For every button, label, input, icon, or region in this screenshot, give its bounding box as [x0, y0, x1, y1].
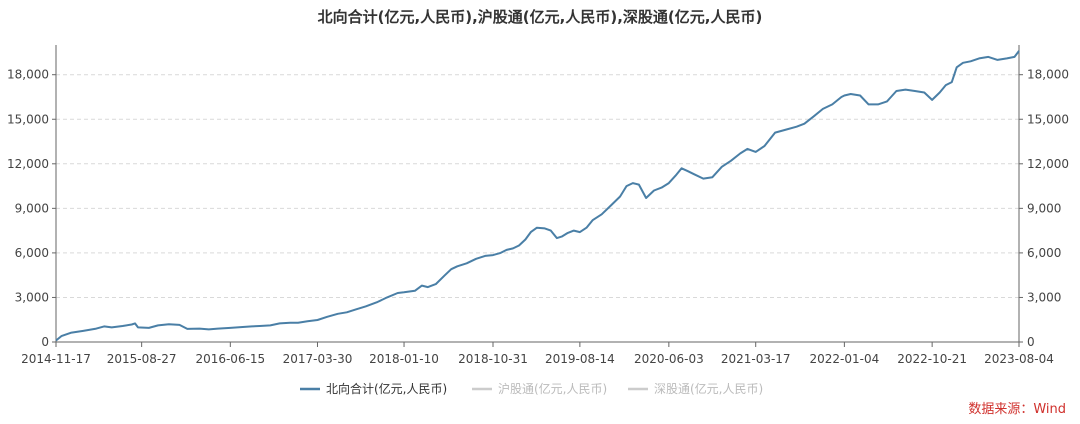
y-tick-label-right: 9,000 — [1027, 201, 1061, 215]
y-tick-label-right: 6,000 — [1027, 246, 1061, 260]
y-tick-label-left: 9,000 — [15, 201, 49, 215]
y-tick-label-right: 3,000 — [1027, 290, 1061, 304]
x-tick-label: 2018-10-31 — [458, 352, 528, 366]
legend-label: 沪股通(亿元,人民币) — [498, 381, 607, 396]
x-tick-label: 2022-01-04 — [810, 352, 880, 366]
x-tick-label: 2017-03-30 — [283, 352, 353, 366]
x-tick-label: 2019-08-14 — [545, 352, 615, 366]
y-tick-label-left: 12,000 — [7, 157, 49, 171]
y-tick-label-right: 18,000 — [1027, 68, 1069, 82]
y-tick-label-right: 12,000 — [1027, 157, 1069, 171]
legend-label: 北向合计(亿元,人民币) — [326, 381, 447, 396]
axes — [55, 45, 1020, 343]
y-axis-left-ticks: 0 3,000 6,000 9,000 12,000 15,000 18,000 — [7, 68, 56, 349]
y-tick-label-left: 18,000 — [7, 68, 49, 82]
legend-item[interactable]: 北向合计(亿元,人民币) — [300, 381, 447, 396]
y-tick-label-left: 0 — [41, 335, 49, 349]
series-line — [55, 50, 1020, 342]
source-note: 数据来源：Wind — [968, 402, 1066, 417]
legend-item[interactable]: 沪股通(亿元,人民币) — [472, 381, 607, 396]
x-tick-label: 2014-11-17 — [21, 352, 91, 366]
chart-title: 北向合计(亿元,人民币),沪股通(亿元,人民币),深股通(亿元,人民币) — [318, 8, 763, 26]
legend-label: 深股通(亿元,人民币) — [654, 381, 763, 396]
y-axis-right-ticks: 0 3,000 6,000 9,000 12,000 15,000 18,000 — [1019, 68, 1069, 349]
y-tick-label-left: 15,000 — [7, 112, 49, 126]
y-tick-label-left: 3,000 — [15, 290, 49, 304]
x-tick-label: 2022-10-21 — [897, 352, 967, 366]
x-tick-label: 2021-03-17 — [721, 352, 791, 366]
legend-item[interactable]: 深股通(亿元,人民币) — [628, 381, 763, 396]
y-tick-label-right: 15,000 — [1027, 112, 1069, 126]
grid-lines — [56, 74, 1019, 298]
x-tick-label: 2020-06-03 — [634, 352, 704, 366]
x-tick-label: 2023-08-04 — [984, 352, 1054, 366]
legend: 北向合计(亿元,人民币) 沪股通(亿元,人民币) 深股通(亿元,人民币) — [300, 381, 763, 396]
y-tick-label-right: 0 — [1027, 335, 1035, 349]
y-tick-label-left: 6,000 — [15, 246, 49, 260]
x-axis-ticks: 2014-11-17 2015-08-27 2016-06-15 2017-03-30… — [21, 342, 1054, 366]
series-layer — [55, 50, 1020, 342]
x-tick-label: 2015-08-27 — [107, 352, 177, 366]
x-tick-label: 2018-01-10 — [369, 352, 439, 366]
x-tick-label: 2016-06-15 — [195, 352, 265, 366]
